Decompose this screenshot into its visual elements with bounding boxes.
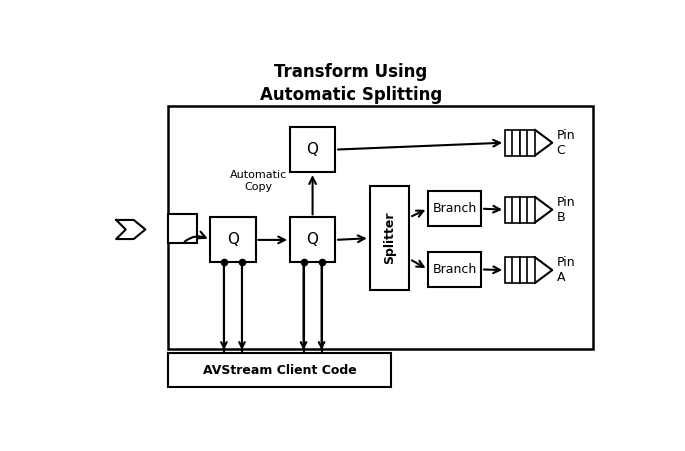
Text: Q: Q bbox=[227, 232, 239, 248]
Text: Pin
C: Pin C bbox=[556, 129, 575, 156]
FancyBboxPatch shape bbox=[210, 217, 256, 262]
FancyBboxPatch shape bbox=[290, 127, 335, 172]
FancyBboxPatch shape bbox=[428, 191, 481, 226]
Text: Q: Q bbox=[307, 232, 319, 248]
FancyBboxPatch shape bbox=[168, 106, 593, 349]
Text: Pin
A: Pin A bbox=[556, 256, 575, 284]
FancyBboxPatch shape bbox=[520, 129, 535, 156]
FancyBboxPatch shape bbox=[168, 353, 391, 387]
FancyBboxPatch shape bbox=[520, 197, 535, 223]
Text: Splitter: Splitter bbox=[383, 212, 396, 264]
FancyArrowPatch shape bbox=[185, 232, 206, 242]
Text: Pin
B: Pin B bbox=[556, 196, 575, 224]
Text: Branch: Branch bbox=[432, 263, 477, 276]
FancyBboxPatch shape bbox=[290, 217, 335, 262]
Text: Q: Q bbox=[307, 142, 319, 157]
FancyBboxPatch shape bbox=[505, 197, 520, 223]
FancyBboxPatch shape bbox=[505, 257, 520, 283]
FancyBboxPatch shape bbox=[428, 252, 481, 287]
Text: Branch: Branch bbox=[432, 202, 477, 215]
FancyBboxPatch shape bbox=[505, 129, 520, 156]
FancyBboxPatch shape bbox=[520, 257, 535, 283]
Text: Transform Using
Automatic Splitting: Transform Using Automatic Splitting bbox=[260, 63, 443, 104]
Text: AVStream Client Code: AVStream Client Code bbox=[203, 364, 356, 377]
FancyBboxPatch shape bbox=[168, 214, 197, 244]
FancyBboxPatch shape bbox=[370, 186, 410, 290]
Text: Automatic
Copy: Automatic Copy bbox=[229, 170, 287, 192]
